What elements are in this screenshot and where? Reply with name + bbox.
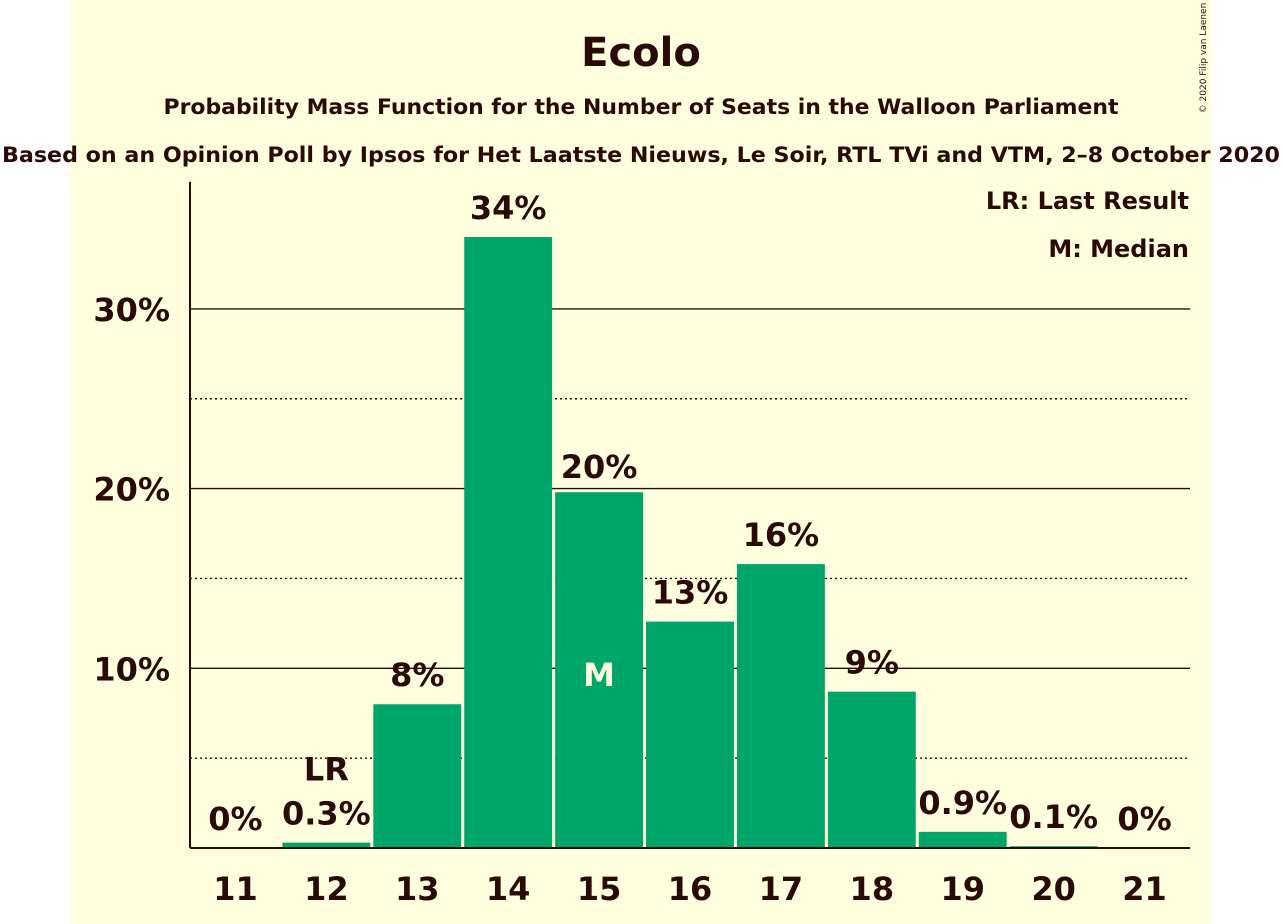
x-tick-label: 15 <box>577 870 622 908</box>
bars <box>282 237 1098 848</box>
median-marker: M <box>583 656 615 694</box>
x-tick-label: 16 <box>668 870 713 908</box>
y-tick-label: 10% <box>93 650 170 688</box>
data-label: 0% <box>208 800 262 838</box>
bar-12 <box>282 842 371 848</box>
bar-17 <box>736 564 825 848</box>
data-label: 0.9% <box>918 784 1007 822</box>
bar-15 <box>555 492 644 848</box>
x-tick-label: 18 <box>850 870 895 908</box>
x-tick-label: 21 <box>1122 870 1167 908</box>
legend-last-result: LR: Last Result <box>986 187 1189 215</box>
data-label: 0.3% <box>282 795 371 833</box>
data-label: 16% <box>743 516 820 554</box>
x-tick-label: 17 <box>759 870 804 908</box>
y-tick-label: 30% <box>93 291 170 329</box>
bar-14 <box>464 237 553 848</box>
x-tick-label: 11 <box>213 870 258 908</box>
chart-subtitle: Probability Mass Function for the Number… <box>164 95 1119 119</box>
data-label: 0.1% <box>1009 798 1098 836</box>
y-tick-label: 20% <box>93 471 170 509</box>
x-tick-label: 13 <box>395 870 440 908</box>
data-labels: 0% 0.3% LR 8% 34% 20% M 13% 16% 9% 0.9% 0.1% 0% <box>208 189 1171 838</box>
data-label: 13% <box>652 574 729 612</box>
data-label: 20% <box>561 448 638 486</box>
bar-18 <box>827 691 916 848</box>
x-tick-labels: 11 12 13 14 15 16 17 18 19 20 21 <box>213 870 1167 908</box>
data-label: 0% <box>1117 800 1171 838</box>
chart-source-line: Based on an Opinion Poll by Ipsos for He… <box>2 143 1280 167</box>
x-tick-label: 20 <box>1031 870 1076 908</box>
data-label: 8% <box>390 656 444 694</box>
last-result-marker: LR <box>304 751 349 789</box>
x-tick-label: 14 <box>486 870 531 908</box>
x-tick-label: 19 <box>940 870 985 908</box>
bar-13 <box>373 704 462 848</box>
chart-title: Ecolo <box>581 30 701 76</box>
x-tick-label: 12 <box>304 870 349 908</box>
copyright-notice: © 2020 Filip van Laenen <box>1199 3 1209 114</box>
legend-median: M: Median <box>1048 235 1189 263</box>
bar-16 <box>646 621 734 848</box>
y-tick-labels: 10% 20% 30% <box>93 291 170 688</box>
data-label: 9% <box>845 644 899 682</box>
bar-19 <box>918 831 1007 848</box>
data-label: 34% <box>470 189 547 227</box>
